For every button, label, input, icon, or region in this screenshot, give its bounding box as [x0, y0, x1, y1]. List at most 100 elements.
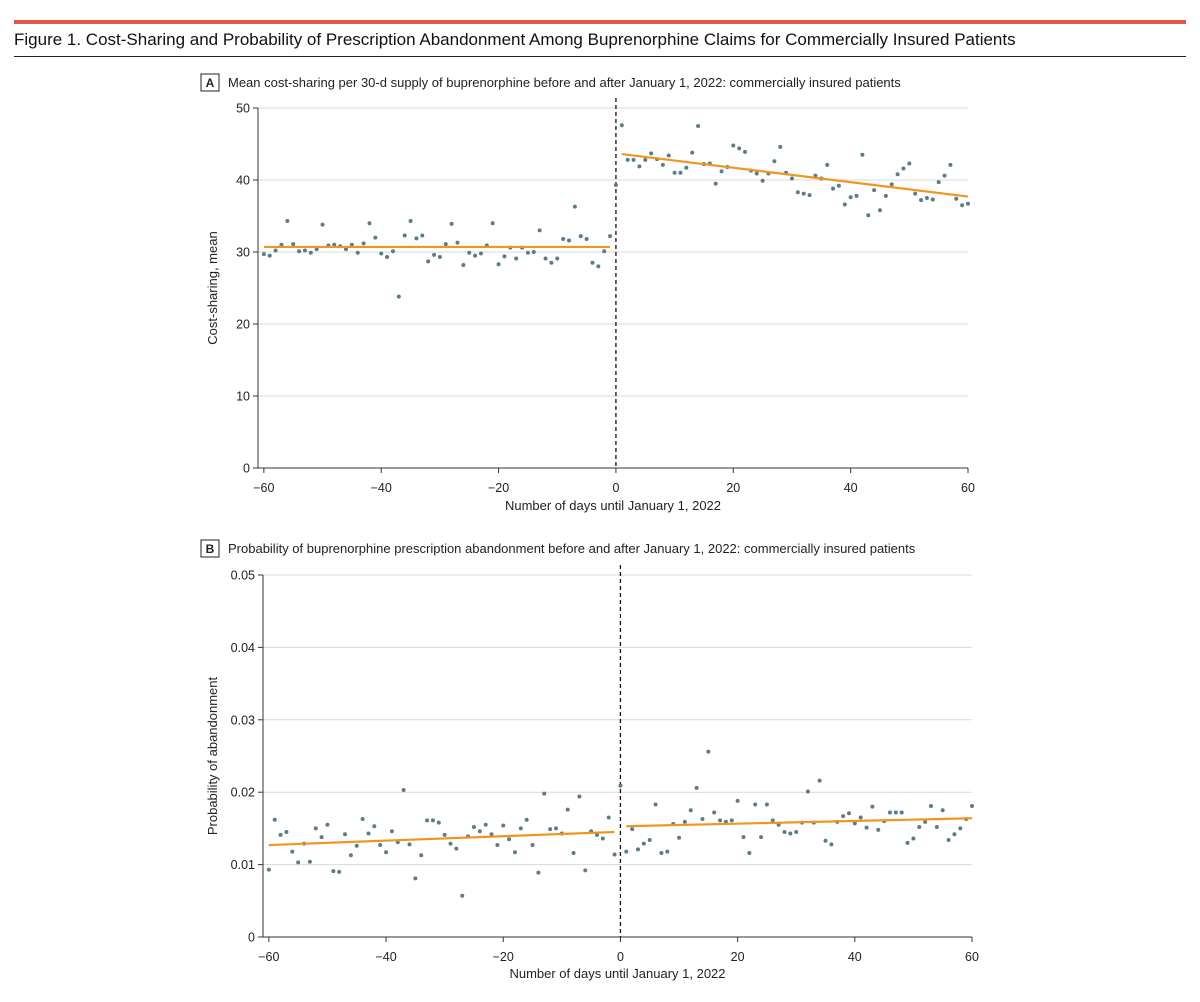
data-point — [507, 837, 512, 842]
data-point — [696, 124, 701, 128]
data-point — [455, 240, 460, 245]
data-point — [313, 826, 318, 831]
data-point — [960, 203, 965, 208]
data-point — [864, 825, 869, 830]
x-tick-label: −20 — [488, 481, 509, 495]
data-point — [284, 830, 289, 835]
data-point — [641, 841, 646, 846]
data-point — [325, 822, 330, 827]
data-point — [478, 251, 483, 256]
data-point — [401, 788, 406, 793]
data-point — [630, 827, 635, 832]
data-point — [583, 868, 588, 873]
data-point — [501, 823, 506, 828]
data-point — [817, 778, 822, 783]
data-point — [332, 242, 337, 247]
data-point — [449, 221, 454, 226]
data-point — [883, 193, 888, 198]
data-point — [794, 830, 799, 835]
x-tick-label: 0 — [612, 481, 619, 495]
y-tick-label: 40 — [236, 174, 250, 188]
data-point — [848, 195, 853, 200]
data-point — [396, 294, 401, 299]
data-point — [876, 827, 881, 832]
data-point — [854, 193, 859, 198]
data-point — [930, 197, 935, 202]
data-point — [770, 818, 775, 823]
data-point — [331, 869, 336, 874]
data-point — [291, 242, 296, 247]
data-point — [731, 143, 736, 148]
data-point — [893, 810, 898, 815]
data-point — [866, 213, 871, 218]
data-point — [596, 264, 601, 269]
panel-letter: B — [206, 542, 215, 556]
y-axis-label: Cost-sharing, mean — [205, 231, 220, 344]
data-point — [958, 826, 963, 831]
data-point — [385, 255, 390, 260]
data-point — [942, 173, 947, 178]
data-point — [496, 262, 501, 267]
data-point — [366, 831, 371, 836]
data-point — [741, 835, 746, 840]
data-point — [913, 191, 918, 196]
data-point — [408, 219, 413, 224]
data-point — [643, 157, 648, 162]
x-axis-label: Number of days until January 1, 2022 — [509, 966, 725, 981]
data-point — [887, 810, 892, 815]
data-point — [308, 250, 313, 255]
x-tick-label: 40 — [844, 481, 858, 495]
data-point — [414, 236, 419, 241]
data-point — [590, 260, 595, 265]
data-point — [754, 171, 759, 176]
data-point — [665, 849, 670, 854]
y-axis-label: Probability of abandonment — [205, 676, 220, 835]
data-point — [355, 250, 360, 255]
data-point — [895, 172, 900, 177]
data-point — [788, 831, 793, 836]
data-point — [442, 832, 447, 837]
data-point — [530, 843, 535, 848]
data-point — [795, 190, 800, 195]
y-tick-label: 0.03 — [231, 713, 255, 727]
data-point — [631, 157, 636, 162]
data-point — [337, 869, 342, 874]
y-tick-label: 0.04 — [231, 641, 255, 655]
data-point — [600, 836, 605, 841]
data-point — [426, 259, 431, 264]
data-point — [619, 123, 624, 128]
panel-title: Probability of buprenorphine prescriptio… — [228, 541, 916, 556]
y-tick-label: 0 — [248, 931, 255, 945]
data-point — [647, 837, 652, 842]
data-point — [296, 860, 301, 865]
data-point — [877, 208, 882, 213]
data-point — [389, 829, 394, 834]
data-point — [594, 832, 599, 837]
data-point — [743, 149, 748, 154]
data-point — [279, 242, 284, 247]
data-point — [919, 198, 924, 203]
x-tick-label: −20 — [493, 950, 514, 964]
data-point — [379, 251, 384, 256]
pre-period-fit-line — [268, 830, 615, 847]
data-point — [549, 260, 554, 265]
data-point — [801, 191, 806, 196]
data-point — [514, 256, 519, 261]
data-point — [934, 824, 939, 829]
x-tick-label: −60 — [253, 481, 274, 495]
data-point — [495, 843, 500, 848]
post-period-fit-line — [626, 817, 973, 828]
data-point — [606, 815, 611, 820]
data-point — [461, 262, 466, 267]
data-point — [553, 826, 558, 831]
data-point — [823, 838, 828, 843]
data-point — [430, 818, 435, 823]
data-point — [460, 893, 465, 898]
data-point — [425, 818, 430, 823]
data-point — [290, 849, 295, 854]
data-point — [936, 180, 941, 185]
data-point — [831, 186, 836, 191]
data-point — [518, 826, 523, 831]
y-tick-label: 0.01 — [231, 858, 255, 872]
